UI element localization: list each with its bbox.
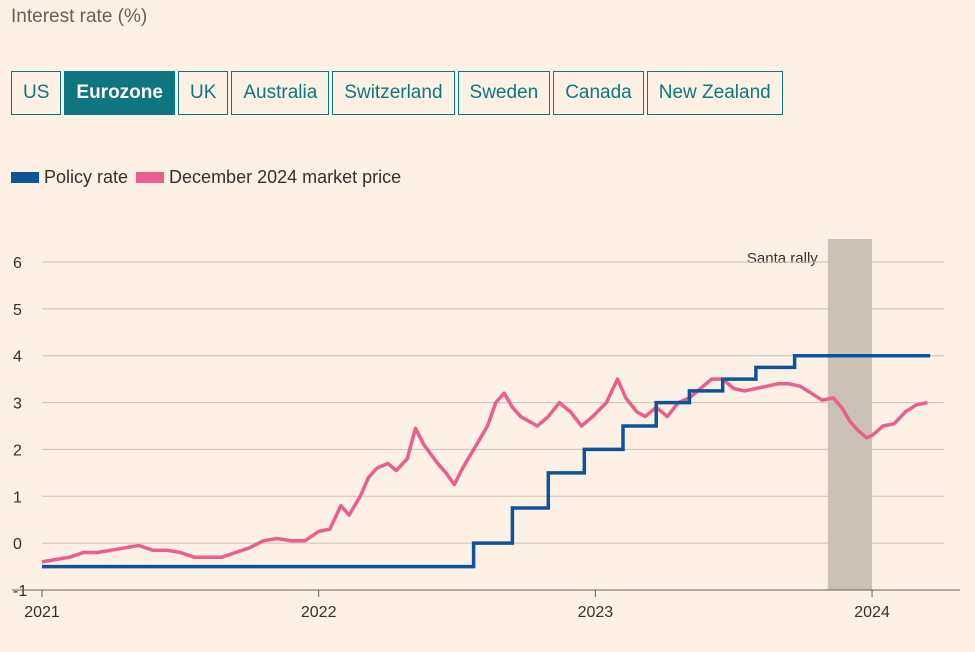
santa-rally-band: [827, 239, 873, 590]
chart-title: Interest rate (%): [11, 6, 148, 27]
legend-label-policy-rate: Policy rate: [44, 167, 129, 187]
x-tick-label-3: 2024: [854, 604, 890, 621]
legend-item-policy-rate: Policy rate: [11, 167, 128, 188]
tab-uk[interactable]: UK: [177, 71, 229, 115]
tab-switzerland[interactable]: Switzerland: [332, 71, 455, 115]
chart-legend: Policy rate December 2024 market price: [11, 167, 409, 188]
market-price-line: [41, 377, 928, 564]
tab-canada[interactable]: Canada: [553, 71, 644, 115]
y-tick-label-2: 1: [13, 489, 22, 506]
y-tick-label-0: -1: [13, 583, 27, 600]
x-tick-label-2: 2023: [578, 604, 614, 621]
y-tick-label-4: 3: [13, 396, 22, 413]
y-tick-label-7: 6: [13, 255, 22, 272]
legend-label-market-price: December 2024 market price: [169, 167, 402, 187]
tab-sweden[interactable]: Sweden: [457, 71, 551, 115]
tab-australia[interactable]: Australia: [231, 71, 330, 115]
tab-us[interactable]: US: [11, 71, 62, 115]
y-tick-label-1: 0: [13, 536, 22, 553]
santa-rally-label: Santa rally: [747, 250, 818, 267]
legend-swatch-market-price: [136, 172, 165, 183]
x-tick-label-1: 2022: [301, 604, 337, 621]
y-tick-label-5: 4: [13, 349, 22, 366]
x-tick-label-0: 2021: [24, 604, 60, 621]
legend-item-market-price: December 2024 market price: [136, 167, 401, 188]
y-tick-label-3: 2: [13, 442, 22, 459]
legend-swatch-policy-rate: [11, 172, 39, 183]
y-tick-label-6: 5: [13, 302, 22, 319]
policy-rate-line: [42, 353, 931, 569]
region-tabs: US Eurozone UK Australia Switzerland Swe…: [11, 71, 783, 115]
tab-new-zealand[interactable]: New Zealand: [646, 71, 783, 115]
tab-eurozone[interactable]: Eurozone: [64, 71, 175, 115]
